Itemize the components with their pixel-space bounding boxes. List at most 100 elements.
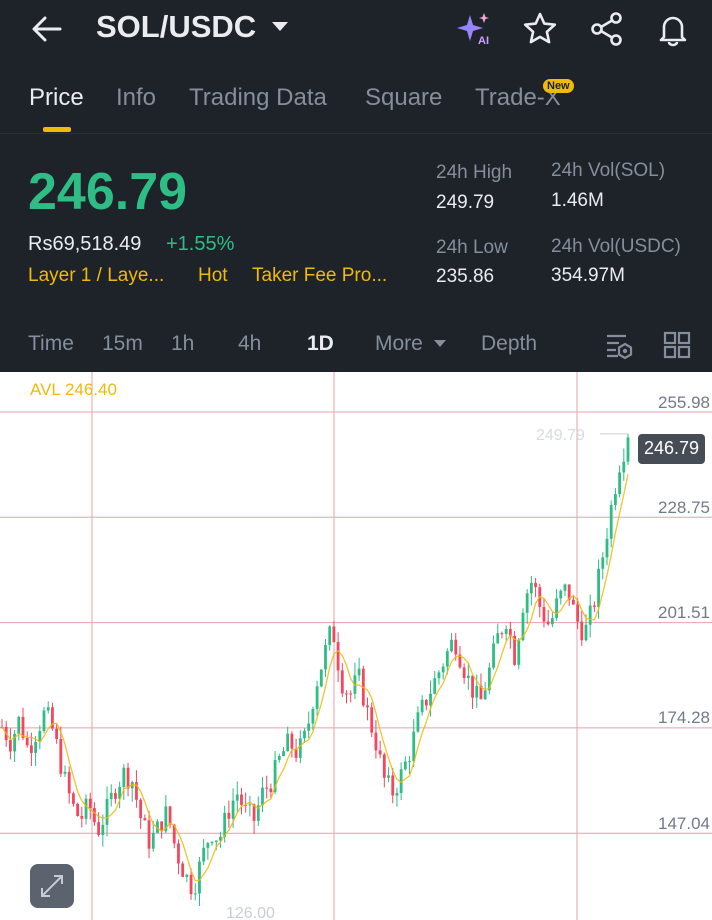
high-value: 249.79 (436, 192, 495, 213)
candle-body (97, 822, 101, 835)
candle-body (487, 667, 491, 691)
pair-title[interactable]: SOL/USDC (96, 9, 257, 44)
candle-body (399, 769, 403, 793)
candle-body (601, 557, 605, 569)
y-tick-label: 255.98 (658, 393, 710, 412)
indicator-settings-icon[interactable] (604, 330, 634, 360)
vol-base-label: 24h Vol(SOL) (551, 160, 666, 181)
low-marker-label: 126.00 (226, 905, 275, 920)
candle-body (555, 598, 558, 619)
candle-body (294, 748, 298, 758)
candle-body (454, 639, 458, 655)
candle-body (277, 756, 281, 760)
chevron-down-icon[interactable] (272, 22, 288, 31)
candle-body (282, 751, 285, 757)
candle-body (147, 820, 151, 849)
candle-body (340, 670, 344, 694)
candle-body (303, 730, 306, 739)
tab-info[interactable]: Info (116, 84, 157, 111)
candle-body (93, 808, 96, 823)
candle-body (517, 640, 521, 665)
low-label: 24h Low (436, 237, 508, 258)
candle-body (437, 672, 441, 679)
candle-body (248, 804, 252, 806)
candle-body (298, 738, 302, 758)
grid-layout-icon[interactable] (662, 330, 692, 360)
chart-canvas[interactable] (0, 372, 712, 920)
ai-sparkle-icon[interactable]: AI (456, 11, 492, 47)
star-icon[interactable] (522, 11, 558, 47)
candle-body (17, 716, 21, 734)
fiat-price: Rs69,518.49 (28, 233, 142, 255)
y-tick-label: 174.28 (658, 708, 710, 727)
tag-hot[interactable]: Hot (198, 265, 228, 286)
interval-depth[interactable]: Depth (481, 332, 538, 355)
candle-body (72, 793, 75, 804)
candle-body (160, 821, 164, 832)
candle-body (609, 504, 613, 539)
candle-body (328, 626, 332, 646)
interval-1d[interactable]: 1D (307, 332, 334, 355)
candle-body (21, 716, 25, 738)
candle-body (613, 494, 617, 505)
tab-trading-data[interactable]: Trading Data (189, 84, 327, 111)
candle-body (198, 861, 201, 894)
interval-time[interactable]: Time (28, 332, 74, 355)
candle-body (345, 693, 348, 695)
candle-body (223, 812, 227, 837)
candle-body (403, 761, 407, 770)
tag-taker-fee[interactable]: Taker Fee Pro... (252, 265, 388, 286)
share-icon[interactable] (589, 11, 625, 47)
candle-body (500, 633, 504, 635)
candle-body (80, 815, 84, 819)
interval-15m[interactable]: 15m (102, 332, 143, 355)
candle-body (311, 708, 315, 724)
candle-body (408, 761, 411, 763)
candle-body (114, 792, 117, 799)
candle-body (483, 690, 487, 700)
expand-button[interactable] (30, 864, 74, 908)
candle-body (584, 624, 588, 641)
candle-body (462, 667, 466, 678)
candle-body (450, 639, 453, 652)
candle-body (63, 771, 67, 774)
candle-body (521, 612, 525, 641)
candle-body (265, 787, 269, 789)
tag-layer1[interactable]: Layer 1 / Laye... (28, 265, 165, 286)
top-bar: SOL/USDC AI (0, 0, 712, 58)
candle-body (193, 893, 197, 895)
candle-body (319, 669, 323, 687)
interval-4h[interactable]: 4h (238, 332, 262, 355)
y-tick-label: 201.51 (658, 603, 710, 622)
back-arrow-icon[interactable] (30, 12, 64, 46)
candle-body (135, 782, 138, 800)
candle-body (471, 675, 474, 698)
interval-1h[interactable]: 1h (171, 332, 195, 355)
candle-body (567, 584, 571, 600)
y-tick-label: 147.04 (658, 814, 710, 833)
candle-body (534, 582, 537, 588)
candle-body (210, 842, 214, 844)
candle-body (227, 812, 231, 819)
candle-body (466, 675, 470, 678)
candle-body (382, 754, 386, 778)
candle-body (252, 804, 256, 821)
bell-icon[interactable] (655, 11, 691, 47)
candle-body (429, 693, 432, 706)
candle-body (370, 707, 374, 733)
candle-body (416, 712, 420, 732)
candle-body (139, 799, 143, 819)
more-caret-icon (434, 340, 446, 347)
tab-price[interactable]: Price (29, 84, 84, 111)
tab-square[interactable]: Square (365, 84, 443, 111)
candle-body (118, 786, 122, 799)
candle-body (576, 604, 579, 622)
candle-body (67, 771, 71, 794)
candle-body (181, 863, 185, 877)
interval-more[interactable]: More (375, 332, 423, 355)
candle-body (580, 621, 584, 641)
candle-body (546, 621, 550, 625)
candlestick-chart[interactable]: AVL 246.40 255.98 228.75 201.51 174.28 1… (0, 372, 712, 920)
candle-body (177, 843, 180, 864)
candle-body (315, 686, 319, 709)
